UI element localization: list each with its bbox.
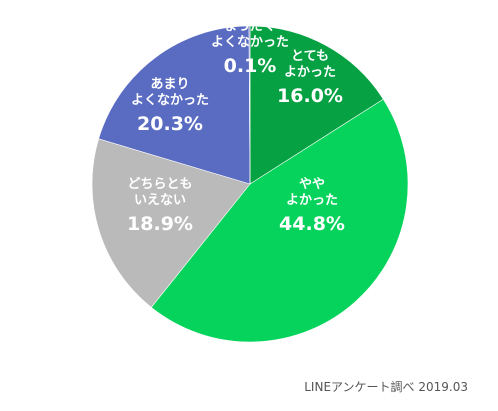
slice-label-2-line-0: どちらとも [127, 177, 192, 192]
slice-label-4-line-0: まったく [224, 19, 275, 34]
slice-value-0: 16.0% [277, 85, 343, 107]
slice-value-2: 18.9% [127, 213, 193, 235]
pie-slice-1 [150, 98, 409, 343]
pie-slice-4 [248, 25, 251, 185]
slice-label-1-line-1: よかった [286, 193, 338, 208]
slice-label-1-line-0: やや [299, 177, 325, 192]
slice-label-2-line-1: いえない [134, 193, 186, 208]
pie-slice-0 [249, 25, 384, 185]
pie-slice-3 [98, 25, 251, 185]
slice-value-1: 44.8% [279, 213, 345, 235]
slice-label-4-line-1: よくなかった [211, 35, 289, 50]
slice-label-0-line-0: とても [291, 49, 329, 64]
slice-label-3-line-1: よくなかった [131, 93, 209, 108]
pie-slices [91, 25, 409, 343]
slice-value-3: 20.3% [137, 113, 203, 135]
slice-label-3-line-0: あまり [150, 77, 189, 92]
slice-label-0-line-1: よかった [284, 65, 336, 80]
pie-slice-2 [91, 138, 251, 308]
source-note: LINEアンケート調べ 2019.03 [304, 380, 468, 394]
slice-value-4: 0.1% [224, 55, 277, 77]
pie-labels: とてもよかった16.0%ややよかった44.8%どちらともいえない18.9%あまり… [127, 19, 345, 235]
